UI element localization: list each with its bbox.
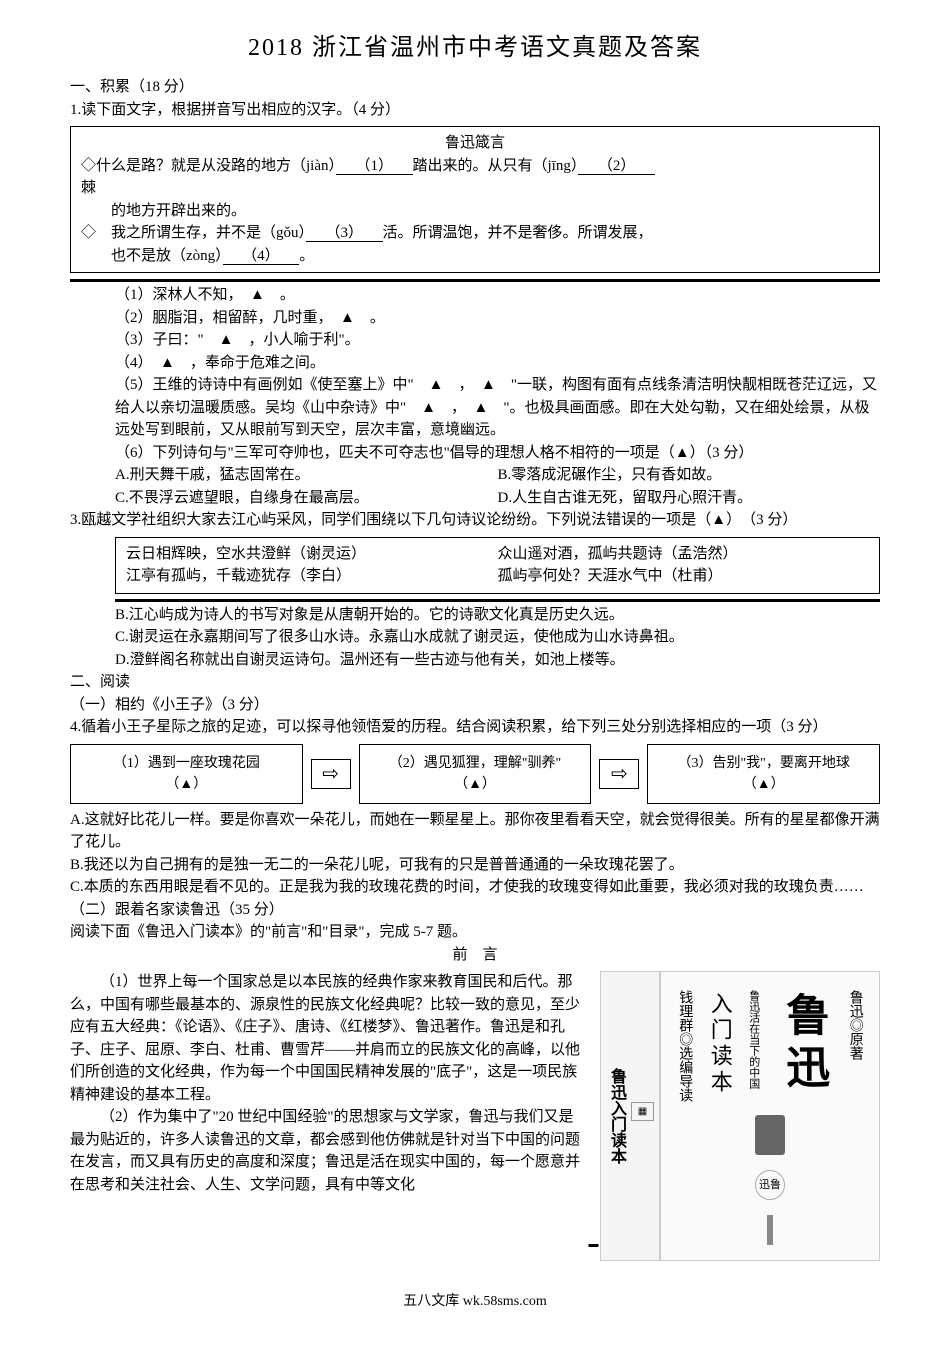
sub2-intro: 阅读下面《鲁迅入门读本》的"前言"和"目录"，完成 5-7 题。 xyxy=(70,921,880,944)
q3-stem: 3.瓯越文学社组织大家去江心屿采风，同学们围绕以下几句诗议论纷纷。下列说法错误的… xyxy=(70,509,880,532)
box-title: 鲁迅箴言 xyxy=(81,132,869,155)
reading-text: （1）世界上每一个国家总是以本民族的经典作家来教育国民和后代。那么，中国有哪些最… xyxy=(70,971,585,1261)
text: 。 xyxy=(299,248,314,264)
quote-line1: ◇什么是路？就是从没路的地方（jiàn） （1） 踏出来的。从只有（jīng） … xyxy=(81,155,869,178)
cover-bigtitle: 鲁迅 xyxy=(770,992,836,1100)
section-2: 二、阅读 （一）相约《小王子》（3 分） 4.循着小王子星际之旅的足迹，可以探寻… xyxy=(70,671,880,1261)
spine-title: 鲁迅入门读本 xyxy=(604,1068,628,1164)
q4-stem: 4.循着小王子星际之旅的足迹，可以探寻他领悟爱的历程。结合阅读积累，给下列三处分… xyxy=(70,716,880,739)
poem-row-2: 江亭有孤屿，千载迹犹存（李白） 孤屿亭何处？天涯水气中（杜甫） xyxy=(126,565,869,588)
book-spine: ▦ 鲁迅入门读本 ▬ xyxy=(600,971,660,1261)
quote-line1c: 棘 xyxy=(81,177,869,200)
flow-chart: （1）遇到一座玫瑰花园 （▲） ⇨ （2）遇见狐狸，理解"驯养" （▲） ⇨ （… xyxy=(70,744,880,804)
q4-opt-a: A.这就好比花儿一样。要是你喜欢一朵花儿，而她在一颗星星上。那你夜里看看天空，就… xyxy=(70,809,880,854)
q2-item-4: （4） ▲ ，奉命于危难之间。 xyxy=(70,352,880,375)
q4-opt-c: C.本质的东西用眼是看不见的。正是我为我的玫瑰花费的时间，才使我的玫瑰变得如此重… xyxy=(70,876,880,899)
section-1: 一、积累（18 分） 1.读下面文字，根据拼音写出相应的汉字。（4 分） 鲁迅箴… xyxy=(70,76,880,671)
bookmark-icon xyxy=(767,1215,773,1245)
quote-line3: ◇ 我之所谓生存，并不是（gǒu） （3） 活。所谓温饱，并不是奢侈。所谓发展， xyxy=(81,222,869,245)
opt-c: C.不畏浮云遮望眼，自缘身在最高层。 xyxy=(115,487,498,510)
arrow-icon: ⇨ xyxy=(311,759,351,789)
q3-opt-c: C.谢灵运在永嘉期间写了很多山水诗。永嘉山水成就了谢灵运，使他成为山水诗鼻祖。 xyxy=(70,626,880,649)
q2-item-1: （1）深林人不知， ▲ 。 xyxy=(70,284,880,307)
flow-box-2: （2）遇见狐狸，理解"驯养" （▲） xyxy=(359,744,592,804)
preface-para2: （2）作为集中了"20 世纪中国经验"的思想家与文学家，鲁迅与我们又是最为贴近的… xyxy=(70,1106,585,1196)
text: ◇什么是路？就是从没路的地方（jiàn） xyxy=(81,158,336,174)
preface-para1: （1）世界上每一个国家总是以本民族的经典作家来教育国民和后代。那么，中国有哪些最… xyxy=(70,971,585,1106)
poem-3: 江亭有孤屿，千载迹犹存（李白） xyxy=(126,565,498,588)
q3-opt-d: D.澄鲜阁名称就出自谢灵运诗句。温州还有一些古迹与他有关，如池上楼等。 xyxy=(70,649,880,672)
q2-item-2: （2）胭脂泪，相留醉，几时重， ▲ 。 xyxy=(70,307,880,330)
subsection-2-label: （二）跟着名家读鲁迅（35 分） xyxy=(70,899,880,922)
poem-4: 孤屿亭何处？天涯水气中（杜甫） xyxy=(498,565,870,588)
spine-footer: ▬ xyxy=(586,1239,601,1250)
book-cover: ▦ 鲁迅入门读本 ▬ 钱理群◎选编导读 入门读本 鲁迅活在当下的中国 鲁迅 鲁迅… xyxy=(600,971,880,1261)
blank-2: （2） xyxy=(578,158,655,175)
poem-2: 众山遥对酒，孤屿共题诗（孟浩然） xyxy=(498,543,870,566)
reading-section: （1）世界上每一个国家总是以本民族的经典作家来教育国民和后代。那么，中国有哪些最… xyxy=(70,971,880,1261)
text: 也不是放（zòng） xyxy=(81,248,223,264)
spine-icon: ▦ xyxy=(631,1102,654,1121)
flow-text-3a: （3）告别"我"，要离开地球 xyxy=(660,753,867,774)
page-footer: 五八文库 wk.58sms.com xyxy=(70,1291,880,1312)
flow-box-3: （3）告别"我"，要离开地球 （▲） xyxy=(647,744,880,804)
cover-author: 鲁迅◎原著 xyxy=(845,990,866,1102)
q2-options-row2: C.不畏浮云遮望眼，自缘身在最高层。 D.人生自古谁无死，留取丹心照汗青。 xyxy=(70,487,880,510)
blank-3: （3） xyxy=(306,225,383,242)
arrow-icon: ⇨ xyxy=(599,759,639,789)
page-title: 2018 浙江省温州市中考语文真题及答案 xyxy=(70,30,880,66)
flow-text-3b: （▲） xyxy=(660,774,867,795)
poem-1: 云日相辉映，空水共澄鲜（谢灵运） xyxy=(126,543,498,566)
opt-a: A.刑天舞干戚，猛志固常在。 xyxy=(115,464,498,487)
book-front: 钱理群◎选编导读 入门读本 鲁迅活在当下的中国 鲁迅 鲁迅◎原著 迅鲁 xyxy=(660,971,880,1261)
subsection-1-label: （一）相约《小王子》（3 分） xyxy=(70,694,880,717)
cover-top-row: 钱理群◎选编导读 入门读本 鲁迅活在当下的中国 鲁迅 鲁迅◎原著 xyxy=(671,987,869,1105)
flow-text-2a: （2）遇见狐狸，理解"驯养" xyxy=(372,753,579,774)
q2-options-row1: A.刑天舞干戚，猛志固常在。 B.零落成泥碾作尘，只有香如故。 xyxy=(70,464,880,487)
blank-1: （1） xyxy=(336,158,413,175)
preface-title: 前 言 xyxy=(70,944,880,967)
q2-item-6: （6）下列诗句与"三军可夺帅也，匹夫不可夺志也"倡导的理想人格不相符的一项是（▲… xyxy=(70,442,880,465)
q2-struck-intro: 2.古诗文名句默写。（11 分，第（1）-（5）题每空 1 分，第（6）题 3 … xyxy=(70,279,880,282)
cover-subtitle: 入门读本 xyxy=(704,992,737,1100)
opt-b: B.零落成泥碾作尘，只有香如故。 xyxy=(498,464,881,487)
text: 活。所谓温饱，并不是奢侈。所谓发展， xyxy=(383,225,653,241)
quote-line4: 也不是放（zòng） （4） 。 xyxy=(81,245,869,268)
cover-smalltext: 鲁迅活在当下的中国 xyxy=(745,990,762,1102)
portrait-icon xyxy=(755,1115,785,1155)
blank-4: （4） xyxy=(223,248,300,265)
q2-item-3: （3）子曰：" ▲ ，小人喻于利"。 xyxy=(70,329,880,352)
opt-d: D.人生自古谁无死，留取丹心照汗青。 xyxy=(498,487,881,510)
section2-header: 二、阅读 xyxy=(70,671,880,694)
section1-header: 一、积累（18 分） xyxy=(70,76,880,99)
q3-post-strike: A.江心屿自古就是诗人吟咏抒怀的去处，到此作诗的人很多。 xyxy=(115,599,880,602)
luxun-quote-box: 鲁迅箴言 ◇什么是路？就是从没路的地方（jiàn） （1） 踏出来的。从只有（j… xyxy=(70,126,880,273)
text: 踏出来的。从只有（jīng） xyxy=(413,158,579,174)
q4-opt-b: B.我还以为自己拥有的是独一无二的一朵花儿呢，可我有的只是普普通通的一朵玫瑰花罢… xyxy=(70,854,880,877)
flow-text-1a: （1）遇到一座玫瑰花园 xyxy=(83,753,290,774)
q3-opt-b: B.江心屿成为诗人的书写对象是从唐朝开始的。它的诗歌文化真是历史久远。 xyxy=(70,604,880,627)
flow-text-1b: （▲） xyxy=(83,774,290,795)
q2-item-5: （5）王维的诗诗中有画例如《使至塞上》中" ▲ ， ▲ "一联，构图有面有点线条… xyxy=(70,374,880,442)
q1-stem: 1.读下面文字，根据拼音写出相应的汉字。（4 分） xyxy=(70,99,880,122)
quote-line2: 的地方开辟出来的。 xyxy=(81,200,869,223)
stamp-icon: 迅鲁 xyxy=(755,1170,785,1200)
flow-text-2b: （▲） xyxy=(372,774,579,795)
poem-row-1: 云日相辉映，空水共澄鲜（谢灵运） 众山遥对酒，孤屿共题诗（孟浩然） xyxy=(126,543,869,566)
cover-editor: 钱理群◎选编导读 xyxy=(674,990,695,1102)
poem-box: 云日相辉映，空水共澄鲜（谢灵运） 众山遥对酒，孤屿共题诗（孟浩然） 江亭有孤屿，… xyxy=(115,537,880,594)
flow-box-1: （1）遇到一座玫瑰花园 （▲） xyxy=(70,744,303,804)
text: ◇ 我之所谓生存，并不是（gǒu） xyxy=(81,225,306,241)
